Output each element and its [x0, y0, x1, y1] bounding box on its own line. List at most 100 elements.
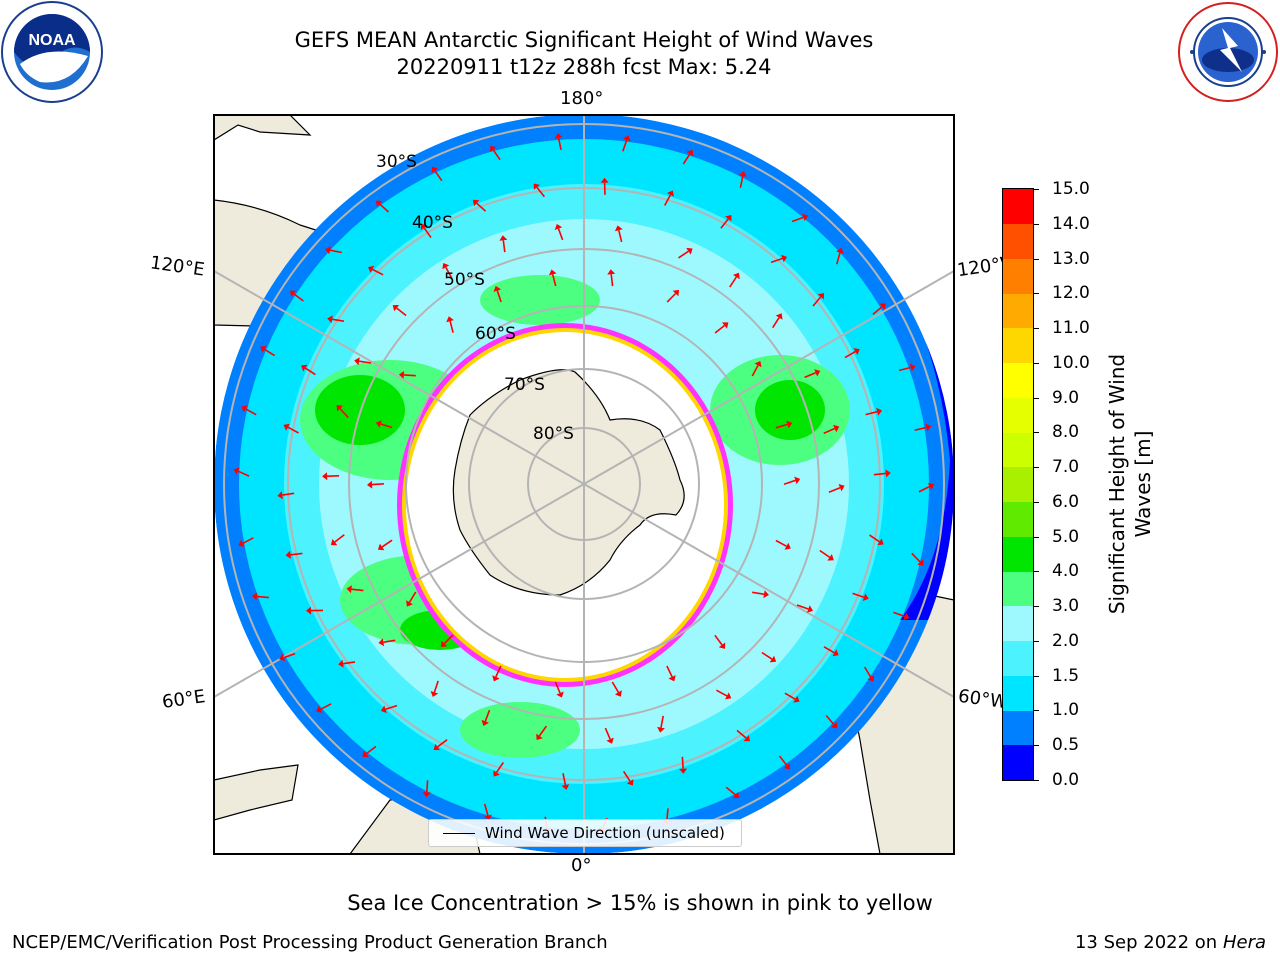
wave-arrow	[778, 755, 788, 766]
colorbar-tick-label: 2.0	[1052, 630, 1080, 651]
wave-arrow	[334, 534, 345, 543]
wave-arrow-head	[827, 554, 834, 561]
wave-arrow-head	[440, 640, 448, 647]
wave-arrow	[304, 367, 316, 376]
wave-arrow	[775, 423, 788, 429]
wave-arrow	[914, 426, 927, 431]
wind-wave-arrows	[233, 133, 935, 834]
legend-label: Wind Wave Direction (unscaled)	[485, 824, 725, 842]
wave-arrow-head	[316, 705, 323, 713]
wave-arrow	[622, 770, 631, 782]
wave-arrow	[495, 762, 504, 773]
colorbar-segment	[1003, 571, 1033, 607]
wave-arrow-head	[666, 190, 674, 197]
wave-arrow-head	[909, 363, 916, 372]
wave-arrow	[714, 324, 725, 334]
wave-arrow-head	[431, 166, 439, 174]
caption: Sea Ice Concentration > 15% is shown in …	[347, 891, 933, 915]
colorbar-tick	[1033, 780, 1039, 781]
colorbar-title-line1: Significant Height of Wind	[1105, 353, 1129, 615]
wave-arrow	[681, 756, 684, 769]
wave-arrow-head	[725, 215, 732, 222]
wave-arrow-head	[472, 199, 480, 207]
wave-arrow	[666, 665, 673, 678]
wave-arrow-head	[325, 246, 331, 255]
wave-arrow	[666, 808, 669, 821]
colorbar-tick	[1033, 467, 1039, 469]
lat-label-50s: 50°S	[444, 270, 485, 290]
colorbar-segment	[1003, 710, 1033, 746]
wave-arrow	[385, 704, 398, 711]
colorbar-tick	[1033, 675, 1039, 677]
wave-arrow	[502, 240, 506, 253]
wave-arrow-head	[686, 149, 694, 157]
wave-arrow	[791, 216, 804, 223]
wave-arrow-head	[877, 538, 884, 546]
noaa-logo: NOAA	[1, 1, 103, 103]
wave-arrow	[604, 727, 611, 740]
date-text: 13 Sep 2022 on Hera	[1074, 932, 1266, 953]
colorbar-segment	[1003, 501, 1033, 537]
wave-arrow-head	[367, 480, 373, 489]
wave-arrow-head	[927, 482, 935, 491]
wave-arrow-head	[398, 371, 405, 379]
wave-arrow-head	[725, 692, 732, 700]
wave-arrow-head	[657, 726, 665, 733]
wave-arrow-head	[433, 743, 440, 751]
wave-arrow-head	[807, 605, 813, 613]
wave-arrow	[770, 257, 783, 264]
wave-arrow	[434, 170, 443, 182]
wave-arrow	[622, 139, 628, 152]
wave-arrow-head	[301, 364, 308, 372]
wave-arrow-head	[561, 784, 570, 790]
wave-arrow	[381, 539, 393, 548]
wave-arrow	[332, 318, 345, 322]
wave-arrow-head	[817, 293, 824, 300]
colorbar-tick-label: 14.0	[1052, 213, 1090, 234]
wave-arrow	[443, 634, 454, 645]
wave-arrow	[783, 479, 796, 485]
wave-arrow	[725, 786, 737, 796]
wave-arrow	[492, 149, 501, 161]
wave-arrow	[496, 290, 502, 303]
wave-arrow	[863, 666, 872, 678]
colorbar-tick	[1033, 328, 1039, 330]
colorbar-segment	[1003, 223, 1033, 259]
wave-arrow	[372, 268, 384, 276]
wave-arrow-head	[380, 705, 387, 714]
wave-arrow	[852, 592, 865, 598]
colorbar-tick	[1033, 710, 1039, 712]
wave-arrow-head	[241, 405, 248, 413]
wave-arrow	[666, 292, 677, 303]
wave-arrow	[437, 739, 448, 748]
wave-arrow-head	[375, 420, 382, 428]
wave-arrow	[483, 803, 489, 816]
wave-arrow-head	[368, 265, 375, 273]
colorbar-tick	[1033, 362, 1039, 364]
wave-arrow	[342, 661, 356, 665]
wave-arrow-head	[672, 289, 679, 297]
wave-arrow-head	[862, 593, 869, 601]
colorbar-tick	[1033, 258, 1039, 260]
colorbar-tick-label: 0.0	[1052, 770, 1080, 790]
colorbar-tick	[1033, 397, 1039, 399]
wave-arrow	[736, 729, 747, 739]
colorbar-segment	[1003, 362, 1033, 398]
wave-arrow-head	[775, 313, 783, 320]
wave-arrow	[865, 410, 878, 416]
wave-arrow-head	[442, 263, 450, 270]
wave-arrow	[752, 591, 765, 595]
wave-arrow-head	[493, 285, 502, 292]
wave-arrow	[242, 537, 254, 545]
wave-arrow-head	[668, 675, 676, 682]
wave-arrow	[918, 485, 930, 493]
colorbar-tick-label: 7.0	[1052, 457, 1080, 478]
wave-arrow-head	[879, 303, 886, 310]
wave-arrow-head	[733, 791, 740, 798]
wave-arrow-head	[607, 269, 616, 275]
wave-arrow-head	[722, 322, 729, 329]
wave-arrow	[872, 306, 883, 316]
wave-arrow-head	[327, 315, 333, 324]
wave-arrow	[611, 681, 620, 693]
